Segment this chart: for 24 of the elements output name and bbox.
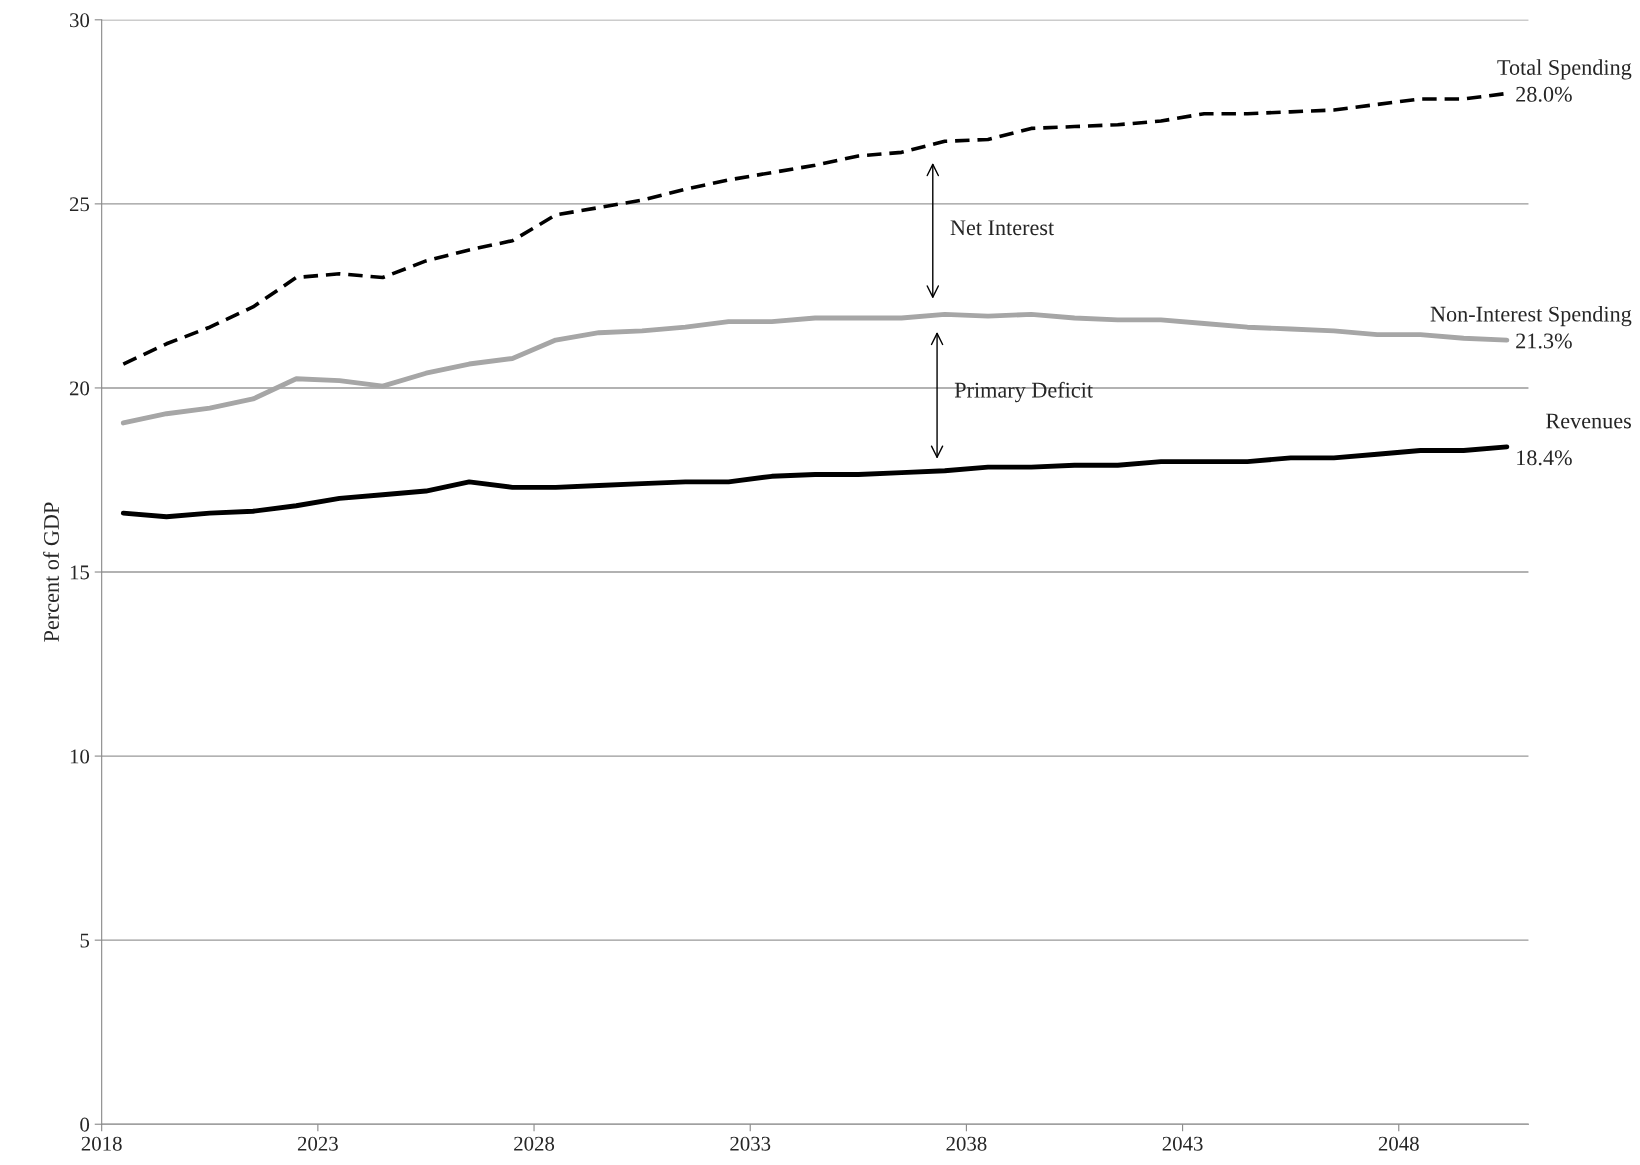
data-label: 21.3% (1516, 333, 1572, 349)
x-tick-label: 2028 (514, 1136, 555, 1151)
x-tick-label: 2018 (81, 1136, 122, 1151)
x-tick-label: 2033 (730, 1136, 771, 1151)
y-tick-label: 15 (70, 565, 90, 580)
y-axis-title: Percent of GDP (43, 502, 59, 642)
y-tick-label: 0 (80, 1117, 90, 1132)
data-label: 28.0% (1516, 86, 1572, 102)
y-tick-label: 25 (69, 197, 90, 212)
data-label: 18.4% (1517, 450, 1572, 466)
annotation: Primary Deficit (954, 381, 1093, 403)
x-tick-label: 2048 (1378, 1136, 1419, 1151)
line-series (120, 444, 1510, 520)
y-tick-label: 20 (69, 381, 90, 396)
series-label: Revenues (1546, 413, 1631, 429)
x-tick-label: 2023 (297, 1136, 338, 1151)
x-tick-label: 2038 (946, 1136, 987, 1151)
y-tick-label: 5 (80, 933, 90, 948)
x-tick-label: 2043 (1162, 1136, 1203, 1151)
y-tick-label: 30 (70, 13, 90, 28)
series-label: Total Spending (1497, 59, 1632, 80)
series-label: Non-Interest Spending (1430, 305, 1632, 327)
y-tick-label: 10 (70, 749, 90, 764)
annotation: Net Interest (950, 220, 1055, 236)
